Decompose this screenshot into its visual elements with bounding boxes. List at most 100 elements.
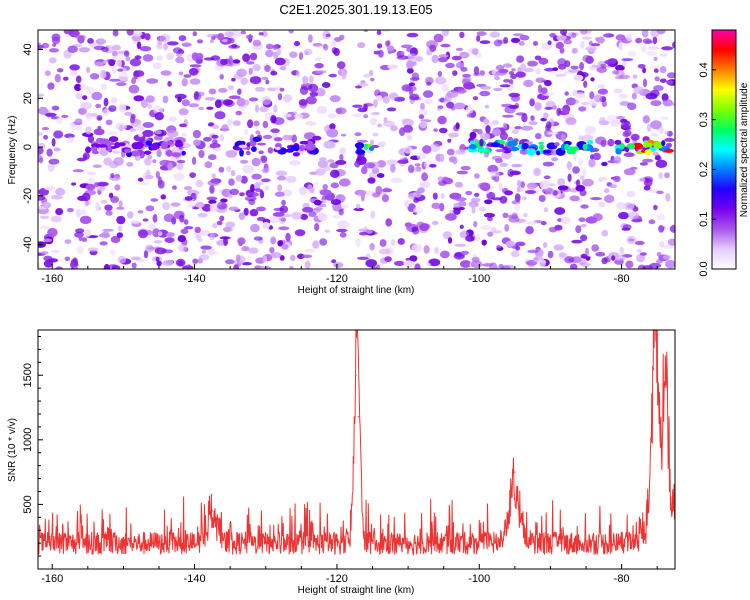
spectrogram-cell — [528, 121, 538, 126]
spectrogram-cell — [625, 260, 634, 269]
spectrogram-cell — [502, 114, 514, 118]
spectrogram-cell — [520, 63, 527, 72]
spectrogram-cell — [294, 113, 304, 119]
spectrogram-cell — [136, 125, 145, 132]
spectrogram-cell — [220, 59, 228, 66]
spectrogram-cell — [85, 126, 92, 135]
spectrogram-cell — [656, 213, 666, 221]
spectrogram-cell — [308, 83, 319, 93]
spectrogram-cell — [556, 35, 567, 41]
spectrogram-signal-cell — [356, 144, 362, 152]
spectrogram-cell — [339, 231, 347, 238]
spectrogram-cell — [510, 250, 520, 258]
spectrogram-cell — [579, 30, 588, 35]
spectrogram-cell — [437, 70, 443, 77]
spectrogram-cell — [390, 177, 403, 184]
spectrogram-cell — [339, 178, 351, 187]
spectrogram-cell — [558, 252, 567, 258]
spectrogram-cell — [599, 116, 606, 125]
spectrogram-cell — [623, 202, 635, 211]
spectrogram-cell — [91, 91, 103, 101]
spectrogram-cell — [653, 85, 664, 92]
spectrogram-cell — [201, 203, 213, 212]
spectrogram-cell — [555, 73, 567, 77]
spectrogram-cell — [224, 31, 234, 37]
spectrogram-cell — [254, 265, 262, 269]
spectrogram-signal-cell — [292, 152, 300, 157]
spectrogram-frame — [37, 29, 676, 270]
spectrogram-cell — [182, 265, 194, 269]
spectrogram-cell — [489, 171, 500, 177]
spectrogram-signal-cell — [251, 146, 257, 153]
spectrogram-cell — [259, 190, 265, 199]
spectrogram-cell — [227, 85, 234, 90]
spectrogram-cell — [459, 224, 464, 229]
spectrogram-cell — [110, 196, 120, 203]
spectrogram-cell — [289, 160, 301, 166]
spectrogram-cell — [154, 130, 162, 135]
spectrogram-cell — [195, 179, 204, 188]
spectrogram-cell — [142, 129, 154, 138]
spectrogram-cell — [85, 229, 92, 237]
spectrogram-cell — [145, 205, 155, 212]
spectrogram-cell — [440, 43, 451, 48]
spectrogram-cell — [181, 42, 192, 47]
spectrogram-signal-cell — [355, 149, 366, 155]
spectrogram-signal-cell — [507, 140, 518, 147]
spectrogram-cell — [339, 34, 345, 41]
spectrogram-cell — [603, 188, 610, 193]
spectrogram-cell — [521, 125, 533, 131]
spectrogram-signal-cell — [469, 140, 476, 145]
spectrogram-cell — [145, 95, 155, 103]
spectrogram-cell — [146, 103, 153, 110]
spectrogram-cell — [643, 178, 653, 187]
spectrogram-cell — [116, 215, 126, 225]
spectrogram-cell — [255, 104, 259, 113]
spectrogram-cell — [54, 73, 61, 83]
spectrogram-cell — [535, 133, 542, 140]
spectrogram-cell — [93, 61, 104, 67]
spectrogram-cell — [167, 162, 173, 171]
spectrogram-cell — [216, 201, 227, 210]
spectrogram-cell — [659, 241, 665, 248]
spectrogram-cell — [599, 63, 607, 69]
spectrogram-cell — [264, 65, 271, 72]
spectrogram-cell — [340, 69, 345, 73]
spectrogram-cell — [226, 165, 232, 173]
spectrogram-cell — [446, 148, 455, 156]
spectrogram-cell — [390, 239, 396, 246]
spectrogram-cell — [43, 134, 49, 140]
spectrogram-cell — [86, 171, 96, 176]
spectrogram-cell — [219, 215, 225, 222]
spectrogram-cell — [493, 87, 503, 92]
spectrogram-cell — [243, 207, 249, 216]
spectrogram-cell — [503, 36, 509, 44]
spectrogram-cell — [462, 75, 472, 84]
snr-plot — [38, 330, 675, 557]
spectrogram-cell — [72, 169, 85, 173]
spectrogram-y-axis-label: Frequency (Hz) — [7, 116, 18, 185]
spectrogram-cell — [437, 115, 447, 125]
spectrogram-cell — [618, 74, 631, 80]
spectrogram-cell — [167, 80, 172, 87]
y-tick-label: 40 — [22, 43, 34, 55]
spectrogram-cell — [100, 199, 108, 204]
spectrogram-cell — [308, 34, 313, 43]
spectrogram-cell — [305, 96, 317, 105]
spectrogram-signal-cell — [298, 144, 306, 152]
spectrogram-cell — [175, 56, 185, 64]
spectrogram-cell — [552, 67, 559, 71]
spectrogram-cell — [112, 55, 124, 61]
spectrogram-cell — [291, 211, 302, 220]
spectrogram-cell — [339, 154, 344, 161]
spectrogram-signal-cell — [239, 149, 244, 157]
spectrogram-cell — [658, 172, 663, 180]
spectrogram-cell — [642, 67, 647, 74]
spectrogram-cell — [573, 74, 584, 81]
spectrogram-cell — [546, 121, 552, 129]
spectrogram-cell — [147, 224, 156, 230]
colorbar — [711, 29, 737, 270]
spectrogram-cell — [312, 42, 323, 47]
spectrogram-cell — [516, 180, 522, 187]
spectrogram-cell — [360, 80, 366, 84]
